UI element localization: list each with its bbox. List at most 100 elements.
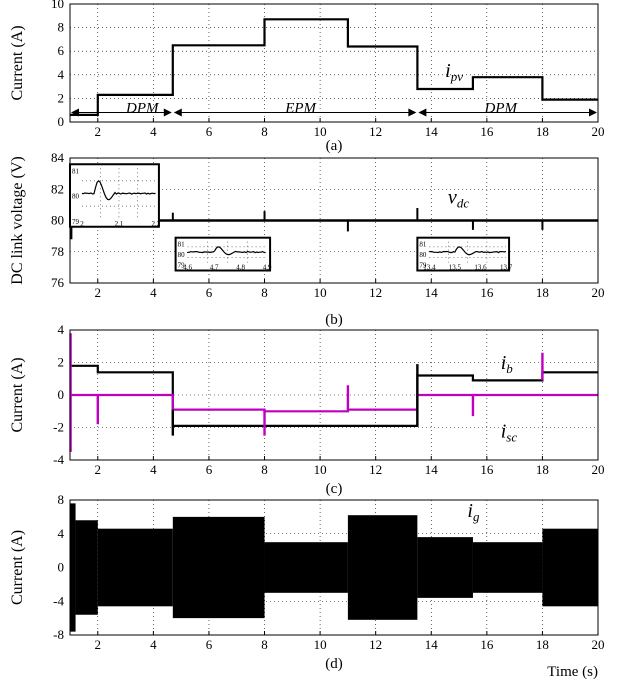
inset-x-tick: 4.9 [263,264,272,272]
x-tick-label-0: 2 [95,637,102,652]
y-tick-label-2: 0 [58,387,65,402]
x-tick-label-4: 10 [314,462,327,477]
chart-b: 2 4 6 8 10 12 14 16 18 20 76 78 80 82 84 DC link voltag… [9,150,605,328]
x-tick-label-8: 18 [536,637,549,652]
label-main: i [467,500,473,522]
x-tick-label-6: 14 [425,462,439,477]
x-tick-label-6: 14 [425,637,439,652]
y-tick-label-0: 0 [58,114,65,129]
label-subscript: g [473,509,480,524]
envelope-seg-8 [542,528,598,607]
chart-caption: (b) [325,312,343,328]
x-tick-label-7: 16 [480,462,494,477]
x-tick-label-3: 8 [261,285,268,300]
label-main: i [501,420,507,442]
x-tick-label-1: 4 [150,285,157,300]
label-main: v [448,186,457,208]
series-label-vdc: vdc [448,186,469,210]
y-axis-label: Current (A) [9,357,26,432]
y-tick-label-4: 8 [58,492,65,507]
x-tick-label-8: 18 [536,285,549,300]
inset-x-tick: 13.5 [449,264,462,272]
inset-waveform [81,179,156,201]
envelope-seg-0 [70,503,76,632]
label-subscript: sc [506,429,517,444]
inset-x-tick: 13.6 [474,264,487,272]
inset-waveform [428,246,507,256]
x-tick-label-5: 12 [369,124,382,139]
series-label-isc: isc [501,420,518,444]
series-i_sc-line [70,393,598,413]
y-tick-label-1: 2 [58,90,65,105]
inset-y-tick: 80 [178,251,186,259]
inset-x-tick: 4.6 [183,264,192,272]
inset-y-tick: 79 [419,262,427,270]
x-tick-label-0: 2 [95,124,102,139]
envelope-seg-6 [417,537,473,598]
x-tick-label-1: 4 [150,637,157,652]
x-tick-label-5: 12 [369,462,382,477]
mode-arrow-left-2 [418,108,427,117]
y-tick-label-0: -8 [53,627,64,642]
inset-x-tick: 13.4 [423,264,436,272]
y-axis-label: DC link voltage (V) [9,156,26,284]
mode-arrow-left-1 [173,108,182,117]
y-tick-label-3: 6 [58,43,65,58]
y-tick-label-1: -4 [53,593,64,608]
y-tick-label-4: 84 [51,150,65,165]
chart-caption: (c) [326,481,343,497]
x-tick-label-8: 18 [536,462,549,477]
mode-arrow-right-0 [163,108,172,117]
y-tick-label-4: 8 [58,20,65,35]
x-tick-label-3: 8 [261,124,268,139]
y-tick-label-4: 4 [58,322,65,337]
chart-caption: (a) [326,138,343,154]
y-tick-label-3: 4 [58,526,65,541]
inset-0: 81 80 79 2 2.1 2.2 [69,163,161,228]
x-tick-label-3: 8 [261,637,268,652]
mode-label-2: EPM [284,101,317,117]
inset-x-tick: 2.2 [152,220,161,228]
x-tick-label-4: 10 [314,637,327,652]
inset-frame [416,236,511,272]
inset-y-tick: 81 [72,167,80,175]
y-tick-label-2: 80 [51,213,64,228]
envelope-seg-1 [75,520,98,615]
x-tick-label-2: 6 [206,462,213,477]
inset-frame [69,163,160,228]
y-tick-label-2: 0 [58,560,65,575]
x-tick-label-0: 2 [95,285,102,300]
x-axis-label: Time (s) [547,664,598,680]
y-tick-label-0: -4 [53,452,64,467]
envelope-seg-2 [97,528,173,607]
y-tick-label-1: -2 [53,420,64,435]
mode-label-3: DPM [483,101,518,117]
x-tick-label-1: 4 [150,124,157,139]
x-tick-label-5: 12 [369,285,382,300]
x-tick-label-2: 6 [206,637,213,652]
x-tick-label-4: 10 [314,124,327,139]
chart-a: 2 4 6 8 10 12 14 16 18 20 0 2 4 6 8 10 Current (A) (a) ipv… [9,0,605,154]
series-label-ig: ig [467,500,480,524]
x-tick-label-8: 18 [536,124,549,139]
x-tick-label-9: 20 [592,462,605,477]
x-tick-label-6: 14 [425,124,439,139]
inset-x-tick: 4.8 [236,264,245,272]
x-tick-label-9: 20 [592,637,605,652]
x-tick-label-9: 20 [592,285,605,300]
inset-x-tick: 2 [80,220,84,228]
inset-y-tick: 80 [72,193,80,201]
inset-waveform [187,246,266,256]
x-tick-label-2: 6 [206,124,213,139]
inset-frame [174,236,272,272]
y-tick-label-1: 78 [51,244,64,259]
inset-y-tick: 79 [72,218,80,226]
x-tick-label-7: 16 [480,637,494,652]
label-subscript: b [506,361,513,376]
y-tick-label-3: 82 [51,181,64,196]
plot-frame [69,3,599,123]
y-tick-label-3: 2 [58,355,65,370]
label-main: i [445,60,451,82]
x-tick-label-6: 14 [425,285,439,300]
